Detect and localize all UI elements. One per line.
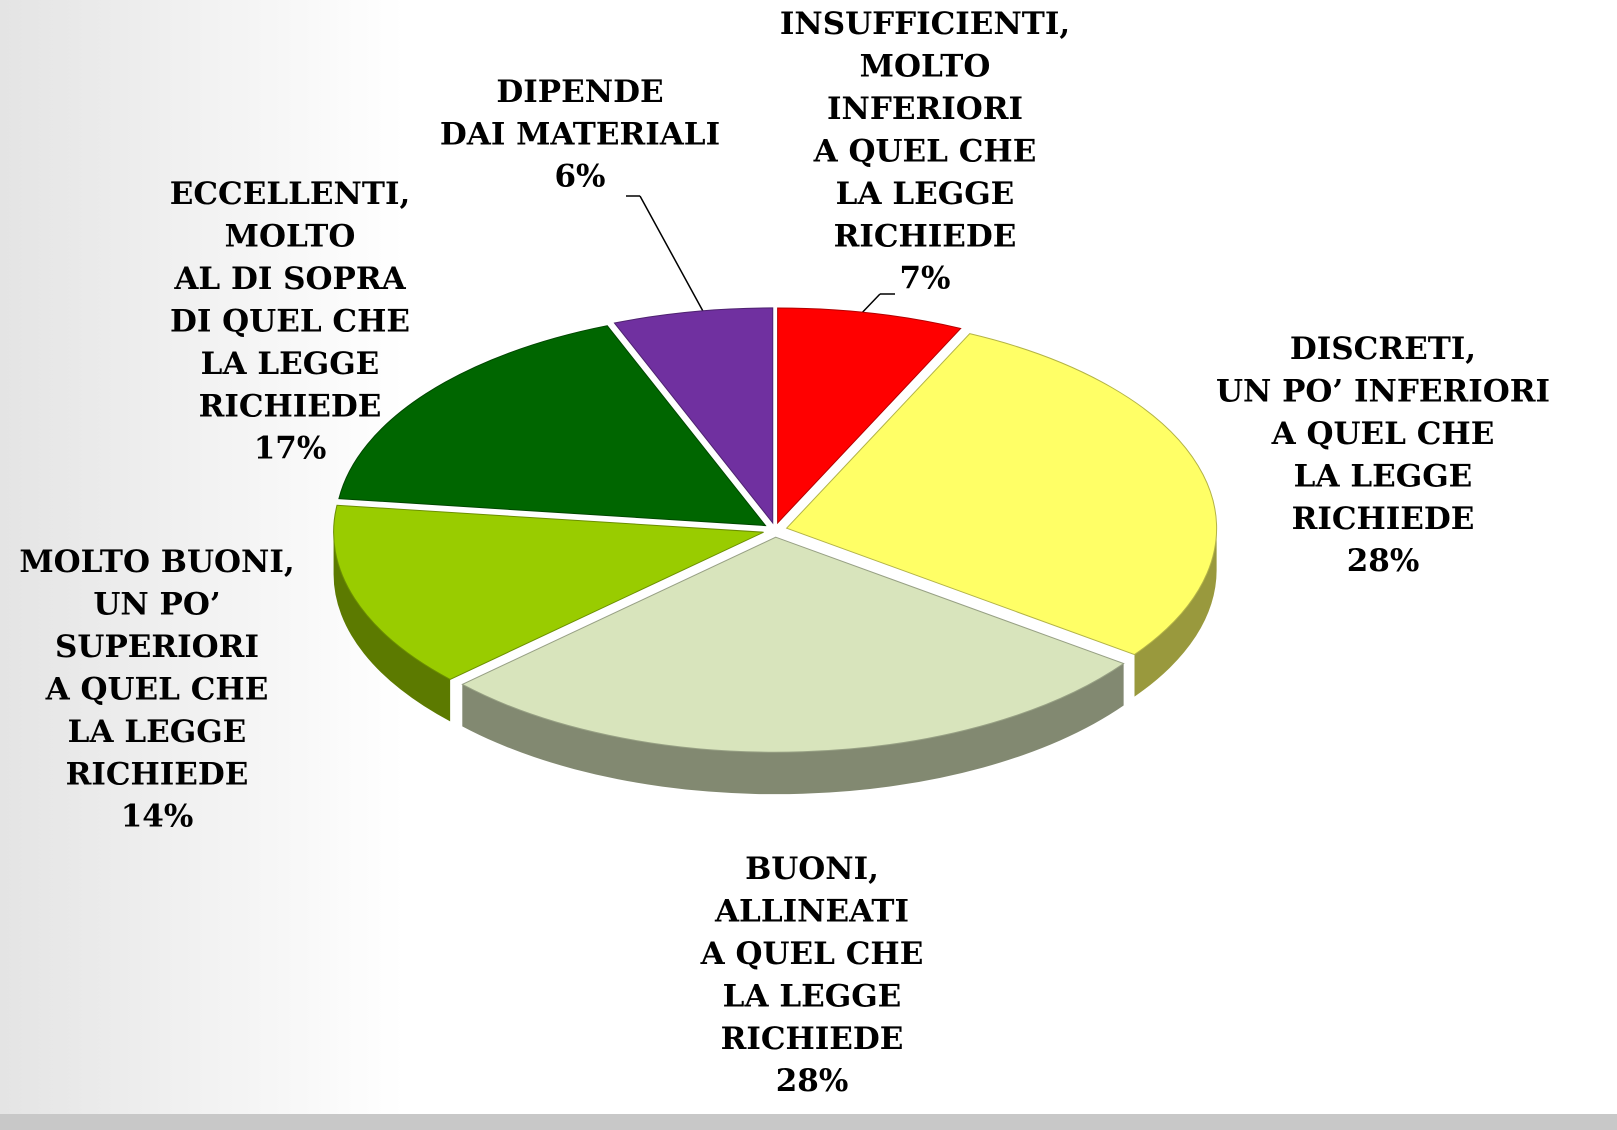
slice — [333, 504, 764, 680]
leader-line — [639, 195, 711, 325]
slice-side — [462, 663, 1124, 795]
value-label: 28% — [1347, 543, 1420, 579]
slice — [338, 325, 767, 527]
slice-label: ECCELLENTI, MOLTO AL DI SOPRA DI QUEL CHE LA… — [170, 176, 411, 425]
bottom-bar — [0, 1114, 1617, 1130]
value-label: 28% — [776, 1063, 849, 1099]
slice-side — [1134, 528, 1217, 697]
slice — [613, 307, 774, 525]
slice — [461, 536, 1125, 753]
slice-label: INSUFFICIENTI, MOLTO INFERIORI A QUEL CHE LA… — [780, 6, 1070, 255]
slice-label: BUONI, ALLINEATI A QUEL CHE LA LEGGE RICHIED… — [700, 851, 924, 1057]
slice-side — [333, 532, 451, 722]
value-label: 17% — [254, 431, 327, 467]
value-label: 6% — [554, 159, 605, 195]
value-label: 14% — [121, 799, 194, 835]
value-label: 7% — [899, 261, 950, 297]
slice-label: DIPENDE DAI MATERIALI — [440, 74, 720, 153]
slice — [777, 307, 962, 525]
slice-label: MOLTO BUONI, UN PO’ SUPERIORI A QUEL CHE LA … — [19, 544, 294, 793]
slice-label: DISCRETI, UN PO’ INFERIORI A QUEL CHE LA LE… — [1216, 331, 1550, 537]
slice — [785, 333, 1218, 656]
